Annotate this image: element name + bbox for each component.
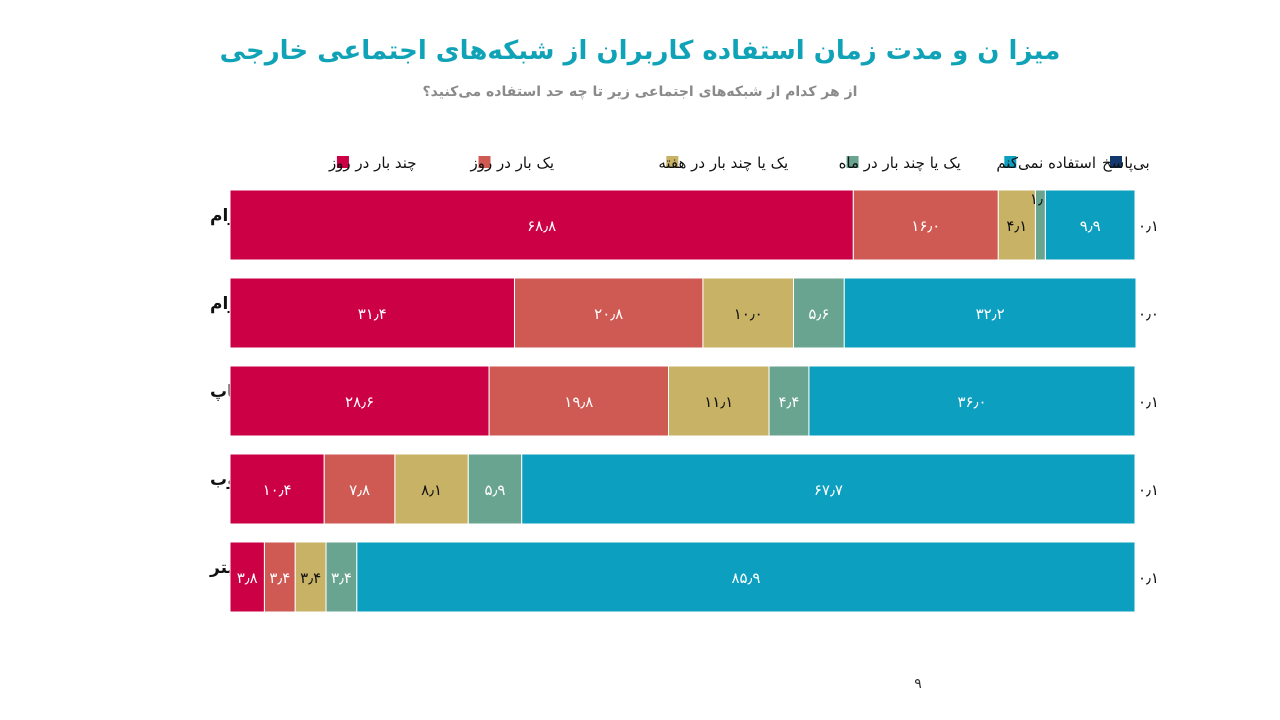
bar-segment — [768, 365, 810, 437]
legend-label: بی‌پاسخ — [1102, 154, 1150, 173]
bar-segment — [808, 365, 1136, 437]
data-label: ۳٫۴ — [269, 569, 290, 587]
data-label: ۳۲٫۲ — [976, 305, 1005, 323]
bar-segment — [997, 189, 1036, 261]
bar-segment — [843, 277, 1137, 349]
bar-segment — [521, 453, 1136, 525]
legend-label: یک بار در روز — [470, 154, 555, 172]
legend-swatch — [478, 156, 491, 168]
page-number: ۹ — [914, 676, 922, 692]
bar-segment — [467, 453, 523, 525]
data-label: ۱۶٫۰ — [911, 217, 940, 235]
data-label: ۳٫۴ — [300, 569, 321, 587]
legend-swatch — [1110, 156, 1122, 168]
legend-label: چند بار در روز — [328, 154, 417, 172]
bar-segment — [229, 365, 490, 437]
bar-segment — [229, 277, 515, 349]
bar-segment — [325, 541, 358, 613]
legend-swatch — [846, 156, 859, 168]
chart-subtitle: از هر کدام از شبکه‌های اجتماعی زیر تا چه… — [422, 84, 858, 100]
data-label: ۳٫۴ — [331, 569, 352, 587]
data-label: ۳۶٫۰ — [957, 393, 986, 411]
data-label: ۷٫۸ — [349, 481, 370, 499]
data-label: ۱۱٫۱ — [704, 393, 733, 411]
chart-title: میزا ن و مدت زمان استفاده کاربران از شبک… — [219, 36, 1061, 66]
bar-segment — [323, 453, 396, 525]
bar-segment — [294, 541, 327, 613]
bar-segment — [668, 365, 770, 437]
data-label: ۱۰٫۰ — [734, 305, 763, 323]
data-label: ۲۰٫۸ — [594, 305, 623, 323]
legend-label: یک یا چند بار در ماه — [839, 154, 961, 172]
data-label: ۵٫۶ — [808, 305, 829, 323]
data-label: ۰٫۱ — [1138, 393, 1159, 411]
bar-segment — [229, 541, 265, 613]
bar-segment — [394, 453, 469, 525]
legend-label: یک یا چند بار در هفته — [658, 154, 788, 172]
data-label: ۸٫۱ — [421, 481, 442, 499]
bar-segment — [852, 189, 999, 261]
data-label: ۵٫۹ — [485, 481, 506, 499]
data-label: ۶۸٫۸ — [527, 217, 556, 235]
bar-segment — [1134, 453, 1137, 525]
bar-segment — [1134, 365, 1137, 437]
data-label: ۰٫۰ — [1138, 305, 1159, 323]
bar-segment — [513, 277, 704, 349]
bar-segment — [702, 277, 795, 349]
data-label: ۱۰٫۴ — [263, 481, 292, 499]
legend-label: استفاده نمی‌کنم — [996, 154, 1096, 172]
legend-swatch — [1004, 156, 1017, 168]
data-label: ۸۵٫۹ — [731, 569, 760, 587]
data-label: ۹٫۹ — [1080, 217, 1101, 235]
data-label: ۶۷٫۷ — [814, 481, 843, 499]
bar-segment — [356, 541, 1136, 613]
data-label: ۲۸٫۶ — [345, 393, 374, 411]
bar-segment — [1134, 541, 1137, 613]
data-label: ۰٫۱ — [1138, 217, 1159, 235]
legend-swatch — [666, 156, 679, 168]
bar-segment — [229, 189, 854, 261]
data-label: ۰٫۱ — [1138, 481, 1159, 499]
data-label: ۴٫۱ — [1006, 217, 1027, 235]
data-label: ۱۹٫۸ — [564, 393, 593, 411]
legend-swatch — [336, 156, 349, 168]
data-label: ۳۱٫۴ — [358, 305, 387, 323]
bar-segment — [229, 453, 325, 525]
bar-segment — [263, 541, 296, 613]
data-label: ۳٫۸ — [237, 569, 258, 587]
data-label: ۴٫۴ — [779, 393, 800, 411]
bar-segment — [793, 277, 845, 349]
bar-segment — [1134, 189, 1137, 261]
bar-segment — [488, 365, 670, 437]
bar-segment — [1044, 189, 1136, 261]
data-label: ۰٫۱ — [1138, 569, 1159, 587]
